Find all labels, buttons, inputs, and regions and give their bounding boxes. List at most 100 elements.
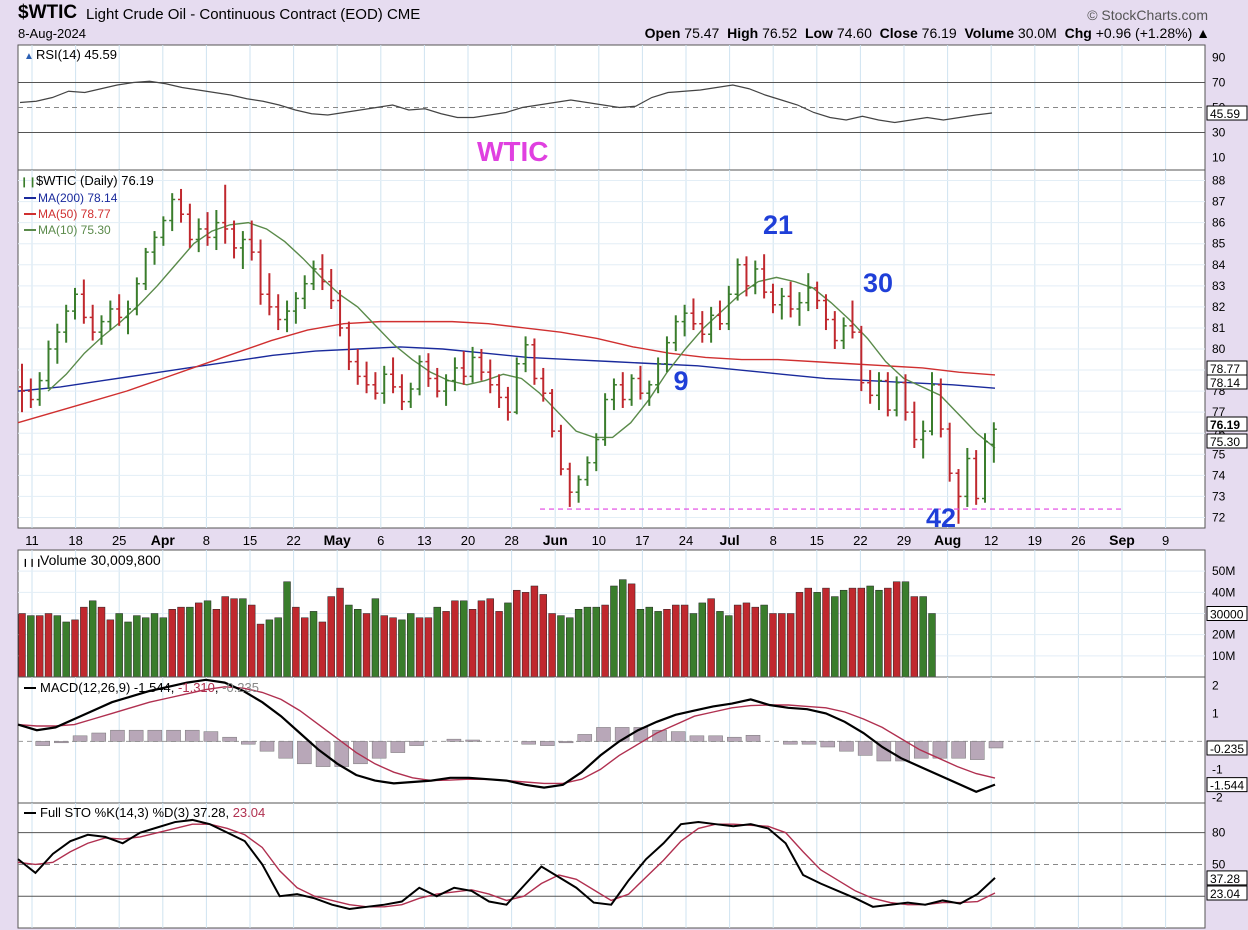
volume-bar bbox=[150, 613, 159, 678]
ohlc-bar bbox=[169, 193, 176, 232]
ohlc-bar bbox=[946, 422, 953, 482]
ohlc-bar bbox=[557, 424, 564, 476]
volume-bar bbox=[839, 589, 848, 678]
legend-item: MA(50) 78.77 bbox=[38, 207, 111, 221]
macd-histogram-bar bbox=[596, 727, 611, 742]
wtic-annotation: WTIC bbox=[477, 136, 549, 167]
volume-bar bbox=[884, 587, 892, 678]
ohlc-bar bbox=[584, 456, 591, 486]
ohlc-bar bbox=[531, 338, 538, 385]
macd-histogram-bar bbox=[72, 735, 88, 742]
macd-tick-label: -2 bbox=[1212, 790, 1223, 804]
macd-right-label: -1.544 bbox=[1210, 779, 1244, 793]
ohlc-bar bbox=[231, 220, 238, 259]
x-tick-label: 26 bbox=[1071, 533, 1085, 548]
volume-bar bbox=[804, 587, 812, 678]
volume-bar bbox=[336, 587, 344, 678]
price-right-label: 75.30 bbox=[1210, 435, 1240, 449]
x-tick-label: 13 bbox=[417, 533, 431, 548]
instrument-name: Light Crude Oil - Continuous Contract (E… bbox=[86, 6, 420, 23]
chg-label: Chg bbox=[1064, 25, 1092, 41]
ohlc-bar bbox=[867, 370, 874, 404]
macd-tick-label: 2 bbox=[1212, 678, 1219, 692]
ohlc-bar bbox=[822, 294, 829, 331]
ohlc-bar bbox=[928, 372, 935, 436]
volume-bar bbox=[477, 600, 486, 678]
volume-bar bbox=[548, 613, 556, 678]
ohlc-bar bbox=[628, 374, 635, 406]
price-label-box bbox=[1206, 374, 1248, 390]
volume-icon: ❙❙❙ bbox=[22, 558, 42, 567]
volume-bar bbox=[35, 615, 44, 678]
x-tick-label: May bbox=[324, 532, 351, 548]
volume-bar bbox=[786, 613, 795, 678]
x-tick-label: 18 bbox=[68, 533, 82, 548]
volume-bar bbox=[460, 600, 468, 678]
volume-label: Volume bbox=[964, 25, 1015, 41]
rsi-tick-label: 90 bbox=[1212, 51, 1226, 65]
rsi-line bbox=[19, 80, 993, 124]
macd-histogram-bar bbox=[184, 729, 200, 742]
macd-histogram-bar bbox=[521, 741, 536, 745]
macd-histogram-bar bbox=[670, 731, 686, 742]
volume-bar bbox=[521, 592, 530, 678]
chart-date: 8-Aug-2024 bbox=[18, 26, 86, 41]
ohlc-bar bbox=[884, 372, 891, 417]
macd-histogram-bar bbox=[689, 735, 705, 742]
volume-tick-label: 40M bbox=[1212, 585, 1235, 599]
volume-bar bbox=[813, 592, 821, 678]
volume-bar bbox=[398, 619, 406, 678]
separator: , bbox=[225, 805, 232, 820]
ohlc-bar bbox=[107, 300, 114, 331]
volume-bar bbox=[362, 613, 371, 678]
price-tick-label: 85 bbox=[1212, 237, 1226, 251]
price-tick-label: 73 bbox=[1212, 489, 1226, 503]
ohlc-bar bbox=[955, 469, 962, 524]
up-arrow-icon: ▲ bbox=[1196, 25, 1210, 41]
volume-bar bbox=[248, 604, 256, 678]
macd-tick-label: -1 bbox=[1212, 762, 1223, 776]
macd-histogram-bar bbox=[857, 741, 873, 756]
macd-histogram-bar bbox=[54, 741, 69, 744]
ohlc-bar bbox=[195, 218, 202, 253]
volume-bar bbox=[451, 600, 459, 678]
volume-bar bbox=[857, 587, 866, 678]
ohlc-bar bbox=[902, 374, 909, 421]
low-value: 74.60 bbox=[836, 25, 872, 41]
volume-bar bbox=[831, 596, 839, 678]
ohlc-bar bbox=[160, 216, 167, 246]
volume-bar bbox=[866, 585, 874, 678]
ohlc-bar bbox=[257, 239, 264, 305]
legend-item: MA(200) 78.14 bbox=[38, 191, 118, 205]
close-label: Close bbox=[879, 25, 918, 41]
ohlc-bar bbox=[213, 210, 220, 251]
brand-logo[interactable]: © StockCharts.com bbox=[1087, 7, 1208, 23]
price-tick-label: 88 bbox=[1212, 174, 1226, 188]
macd-histogram-bar bbox=[297, 741, 312, 765]
quote-summary: Open 75.47 High 76.52 Low 74.60 Close 76… bbox=[645, 25, 1210, 41]
x-tick-label: 15 bbox=[243, 533, 257, 548]
sto-tick-label: 80 bbox=[1212, 826, 1226, 840]
volume-bar bbox=[530, 585, 539, 678]
volume-bar bbox=[557, 615, 565, 678]
ohlc-bar bbox=[425, 353, 432, 387]
volume-bar bbox=[680, 604, 689, 678]
high-label: High bbox=[727, 25, 759, 41]
sto-panel bbox=[17, 802, 1206, 929]
price-tick-label: 83 bbox=[1212, 279, 1226, 293]
volume-bar bbox=[468, 609, 477, 678]
volume-bar bbox=[672, 604, 680, 678]
volume-tick-label: 10M bbox=[1212, 649, 1235, 663]
ohlc-bar bbox=[973, 450, 980, 505]
volume-bar bbox=[504, 602, 512, 678]
volume-bar bbox=[345, 604, 353, 678]
ohlc-bar bbox=[72, 287, 79, 320]
volume-bar bbox=[627, 583, 636, 678]
ohlc-bar bbox=[80, 279, 87, 324]
sto-tick-label: 50 bbox=[1212, 857, 1226, 871]
volume-bar bbox=[707, 598, 715, 678]
ohlc-legend-icon: ❙❙ bbox=[20, 177, 37, 188]
macd-histogram-bar bbox=[110, 729, 125, 742]
ohlc-bar bbox=[434, 367, 441, 398]
